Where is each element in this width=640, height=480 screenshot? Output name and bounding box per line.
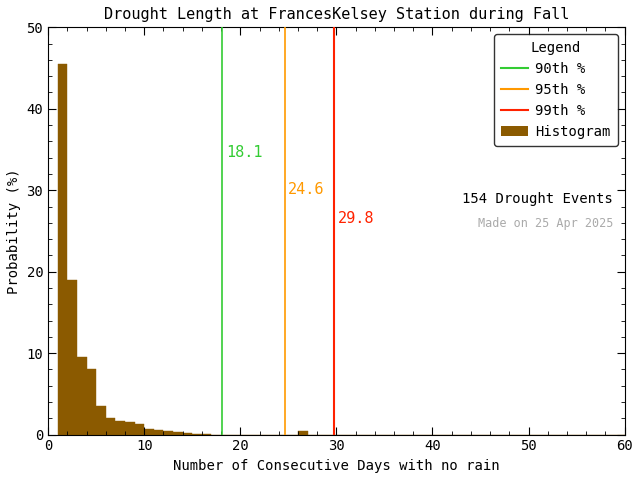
Text: Made on 25 Apr 2025: Made on 25 Apr 2025	[478, 216, 613, 230]
Bar	[163, 431, 173, 434]
X-axis label: Number of Consecutive Days with no rain: Number of Consecutive Days with no rain	[173, 459, 500, 473]
Title: Drought Length at FrancesKelsey Station during Fall: Drought Length at FrancesKelsey Station …	[104, 7, 569, 22]
Bar	[86, 370, 96, 434]
Bar	[96, 406, 106, 434]
Text: 24.6: 24.6	[289, 182, 325, 197]
Legend: 90th %, 95th %, 99th %, Histogram: 90th %, 95th %, 99th %, Histogram	[493, 34, 618, 146]
Bar	[58, 64, 67, 434]
Bar	[154, 430, 163, 434]
Bar	[144, 429, 154, 434]
Text: 18.1: 18.1	[226, 145, 262, 160]
Bar	[182, 433, 192, 434]
Text: 154 Drought Events: 154 Drought Events	[462, 192, 613, 206]
Y-axis label: Probability (%): Probability (%)	[7, 168, 21, 294]
Bar	[173, 432, 182, 434]
Bar	[134, 424, 144, 434]
Bar	[77, 357, 86, 434]
Bar	[298, 432, 308, 434]
Bar	[125, 422, 134, 434]
Bar	[67, 280, 77, 434]
Text: 29.8: 29.8	[339, 211, 375, 226]
Bar	[115, 421, 125, 434]
Bar	[106, 419, 115, 434]
